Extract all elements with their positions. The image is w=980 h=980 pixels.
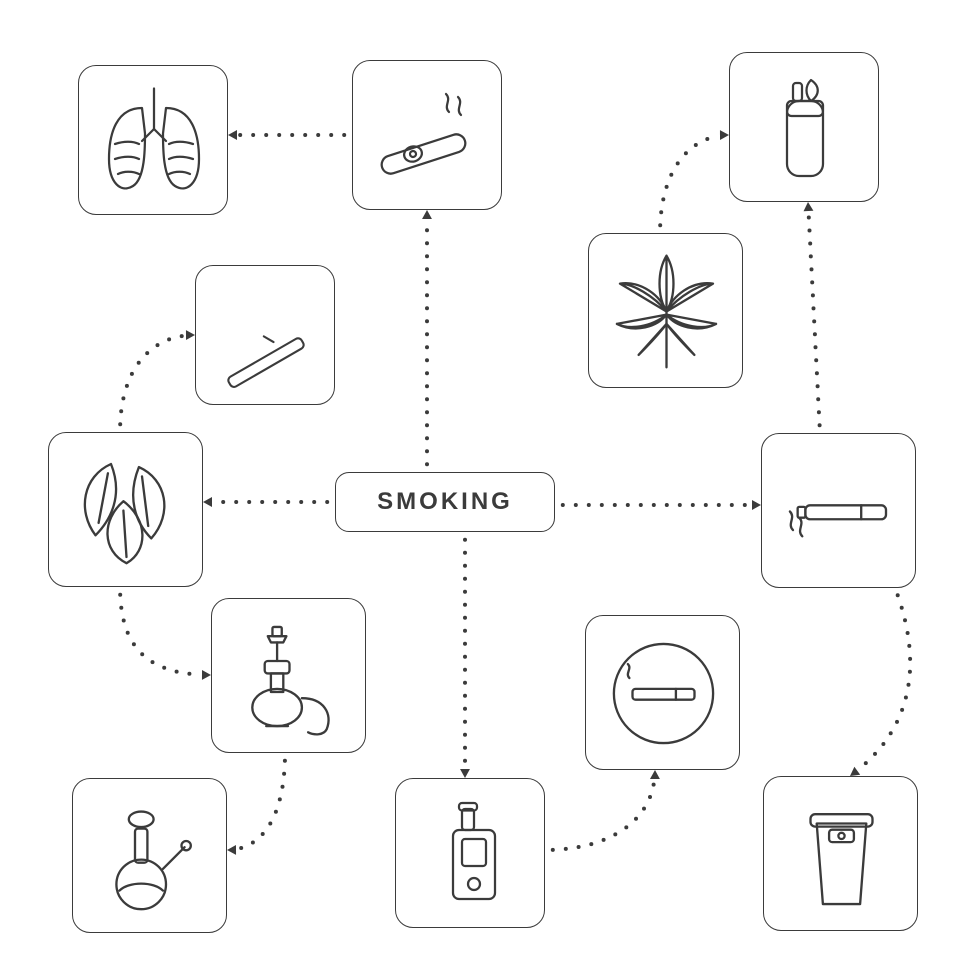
lungs-icon <box>78 65 228 215</box>
hookah-icon-glyph <box>212 599 365 752</box>
cigar-icon-glyph <box>353 61 501 209</box>
cannabis-leaf-icon-glyph <box>589 234 742 387</box>
lighter-icon <box>729 52 879 202</box>
tobacco-leaves-icon <box>48 432 203 587</box>
bong-icon <box>72 778 227 933</box>
ashtray-bin-icon <box>763 776 918 931</box>
tobacco-leaves-icon-glyph <box>49 433 202 586</box>
burning-cigarette-icon <box>761 433 916 588</box>
vape-mod-icon <box>395 778 545 928</box>
cannabis-leaf-icon <box>588 233 743 388</box>
smoking-area-icon <box>585 615 740 770</box>
hookah-icon <box>211 598 366 753</box>
center-label: SMOKING <box>335 472 555 532</box>
lungs-icon-glyph <box>79 66 227 214</box>
cigar-icon <box>352 60 502 210</box>
burning-cigarette-icon-glyph <box>762 434 915 587</box>
center-label-text: SMOKING <box>377 488 513 516</box>
vape-mod-icon-glyph <box>396 779 544 927</box>
bong-icon-glyph <box>73 779 226 932</box>
cigarette-icon <box>195 265 335 405</box>
ashtray-bin-icon-glyph <box>764 777 917 930</box>
cigarette-icon-glyph <box>196 266 334 404</box>
lighter-icon-glyph <box>730 53 878 201</box>
smoking-area-icon-glyph <box>586 616 739 769</box>
